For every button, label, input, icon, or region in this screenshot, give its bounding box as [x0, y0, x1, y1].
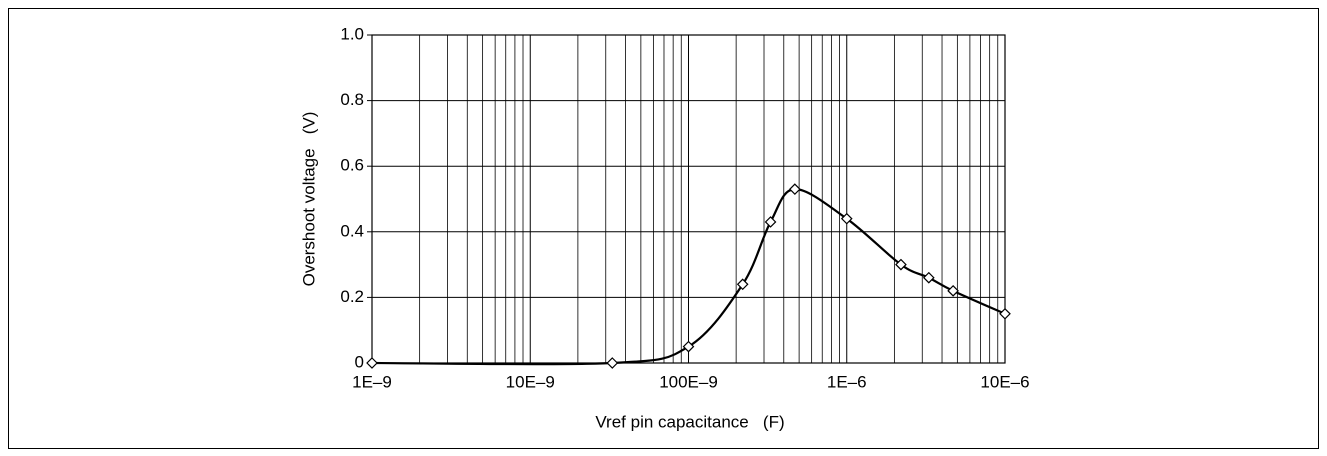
x-tick-label: 10E–9 [506, 372, 555, 391]
data-point [922, 271, 935, 284]
data-point [366, 357, 378, 369]
data-point [736, 278, 749, 291]
x-tick-label: 1E–6 [827, 372, 867, 391]
y-tick-label: 0.2 [340, 287, 364, 306]
data-point [606, 357, 619, 369]
x-tick-label: 10E–6 [980, 372, 1029, 391]
y-tick-label: 0.8 [340, 90, 364, 109]
x-axis-label: Vref pin capacitance (F) [595, 412, 784, 431]
data-point [789, 183, 801, 196]
x-tick-label: 100E–9 [659, 372, 718, 391]
y-tick-label: 0.6 [340, 156, 364, 175]
y-tick-label: 1.0 [340, 24, 364, 43]
y-tick-label: 0 [355, 352, 364, 371]
data-point [999, 307, 1011, 320]
data-point [840, 212, 853, 225]
data-point [682, 340, 695, 353]
data-point [895, 258, 907, 271]
y-tick-label: 0.4 [340, 221, 364, 240]
plot-border [371, 34, 1006, 364]
y-axis-label: Overshoot voltage (V) [299, 112, 318, 287]
data-point [764, 216, 777, 228]
x-tick-label: 1E–9 [352, 372, 392, 391]
data-point [947, 284, 959, 297]
frame [8, 8, 1319, 449]
